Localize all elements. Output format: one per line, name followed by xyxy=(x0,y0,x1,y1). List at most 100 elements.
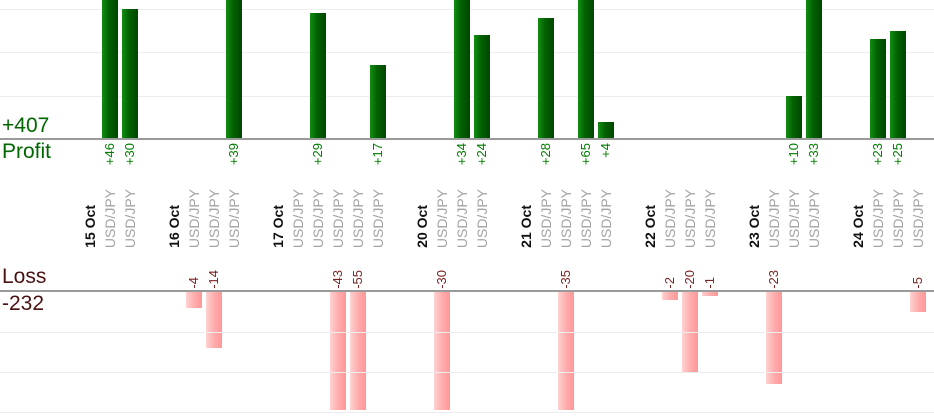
loss-value-label: -1 xyxy=(702,277,717,289)
date-slot xyxy=(640,292,660,410)
trade-slot xyxy=(596,0,616,139)
date-slot xyxy=(80,292,100,410)
trade-slot: +17 xyxy=(368,143,388,183)
trade-slot xyxy=(432,292,452,410)
profit-value-label: +17 xyxy=(370,143,385,166)
instrument-label: USD/JPY xyxy=(454,188,470,248)
trade-slot xyxy=(368,0,388,139)
loss-value-label: -35 xyxy=(558,270,573,289)
trade-slot xyxy=(700,292,720,410)
date-slot xyxy=(268,292,288,410)
date-group: +34 +24 xyxy=(412,143,492,183)
instrument-label: USD/JPY xyxy=(226,188,242,248)
trade-slot xyxy=(472,292,492,410)
trade-slot xyxy=(888,292,908,410)
trade-slot: +28 xyxy=(536,143,556,183)
profit-bar xyxy=(786,95,802,139)
trade-slot: USD/JPY xyxy=(804,180,824,248)
loss-bar xyxy=(910,292,926,312)
instrument-label: USD/JPY xyxy=(662,188,678,248)
trade-slot: -30 xyxy=(432,251,452,289)
trade-slot: USD/JPY xyxy=(100,180,120,248)
instrument-label: USD/JPY xyxy=(578,188,594,248)
trade-slot: USD/JPY xyxy=(680,180,700,248)
trade-slot: USD/JPY xyxy=(288,180,308,248)
date-group xyxy=(848,292,928,410)
instrument-label: USD/JPY xyxy=(702,188,718,248)
loss-value-label: -2 xyxy=(662,277,677,289)
trade-slot xyxy=(224,292,244,410)
date-group: -4 -14 xyxy=(164,251,244,289)
loss-total: -232 xyxy=(2,292,45,315)
loss-bar xyxy=(350,292,366,410)
trade-slot xyxy=(596,292,616,410)
date-label: 15 Oct xyxy=(82,205,98,248)
trade-slot: +23 xyxy=(868,143,888,183)
left-spacer xyxy=(0,180,80,248)
profit-chart-area xyxy=(0,0,928,139)
date-group: 22 Oct USD/JPY USD/JPY USD/JPY xyxy=(640,180,720,248)
date-group xyxy=(640,143,720,183)
trade-slot: USD/JPY xyxy=(452,180,472,248)
trade-slot xyxy=(804,292,824,410)
date-group: +10 +33 xyxy=(744,143,824,183)
trade-slot xyxy=(804,251,824,289)
trade-slot xyxy=(328,0,348,139)
trade-slot xyxy=(452,292,472,410)
trade-slot: USD/JPY xyxy=(368,180,388,248)
date-slot: 17 Oct xyxy=(268,180,288,248)
trade-slot xyxy=(868,292,888,410)
date-label: 21 Oct xyxy=(518,205,534,248)
left-spacer xyxy=(0,143,80,183)
trade-slot xyxy=(288,251,308,289)
profit-value-label: +30 xyxy=(122,143,137,166)
trade-slot: -4 xyxy=(184,251,204,289)
date-slot xyxy=(164,251,184,289)
trade-slot: +4 xyxy=(596,143,616,183)
instrument-label: USD/JPY xyxy=(870,188,886,248)
date-group: -30 xyxy=(412,251,492,289)
trade-slot xyxy=(368,292,388,410)
instrument-label: USD/JPY xyxy=(370,188,386,248)
profit-value-label: +23 xyxy=(870,143,885,166)
trade-slot: -23 xyxy=(764,251,784,289)
trade-slot: USD/JPY xyxy=(556,180,576,248)
trade-slot xyxy=(472,251,492,289)
trade-slot xyxy=(432,143,452,183)
profit-bar xyxy=(310,13,326,139)
trade-slot xyxy=(328,143,348,183)
date-slot: 23 Oct xyxy=(744,180,764,248)
trade-slot xyxy=(452,251,472,289)
trade-slot xyxy=(348,0,368,139)
trade-slot xyxy=(288,0,308,139)
loss-gridline-20 xyxy=(0,372,934,373)
trade-slot xyxy=(868,0,888,139)
trade-slot: +39 xyxy=(224,143,244,183)
profit-axis-line xyxy=(0,138,934,140)
instrument-label: USD/JPY xyxy=(682,188,698,248)
date-slot xyxy=(640,251,660,289)
date-group xyxy=(848,0,928,139)
trade-slot xyxy=(804,0,824,139)
loss-gridline-30 xyxy=(0,412,934,413)
date-slot xyxy=(164,143,184,183)
trade-slot: -14 xyxy=(204,251,224,289)
trade-slot xyxy=(204,292,224,410)
trade-slot: -2 xyxy=(660,251,680,289)
trade-slot xyxy=(432,0,452,139)
trade-slot: USD/JPY xyxy=(764,180,784,248)
trade-slot xyxy=(224,251,244,289)
profit-value-label: +65 xyxy=(578,143,593,166)
trade-slot: +29 xyxy=(308,143,328,183)
profit-bar xyxy=(122,9,138,139)
profit-value-label: +10 xyxy=(786,143,801,166)
date-group xyxy=(640,0,720,139)
trade-slot xyxy=(348,292,368,410)
left-spacer xyxy=(0,292,80,410)
date-label: 22 Oct xyxy=(642,205,658,248)
trade-slot: USD/JPY xyxy=(784,180,804,248)
instrument-label: USD/JPY xyxy=(310,188,326,248)
date-slot xyxy=(848,143,868,183)
trade-slot xyxy=(556,143,576,183)
profit-bar xyxy=(806,0,822,139)
